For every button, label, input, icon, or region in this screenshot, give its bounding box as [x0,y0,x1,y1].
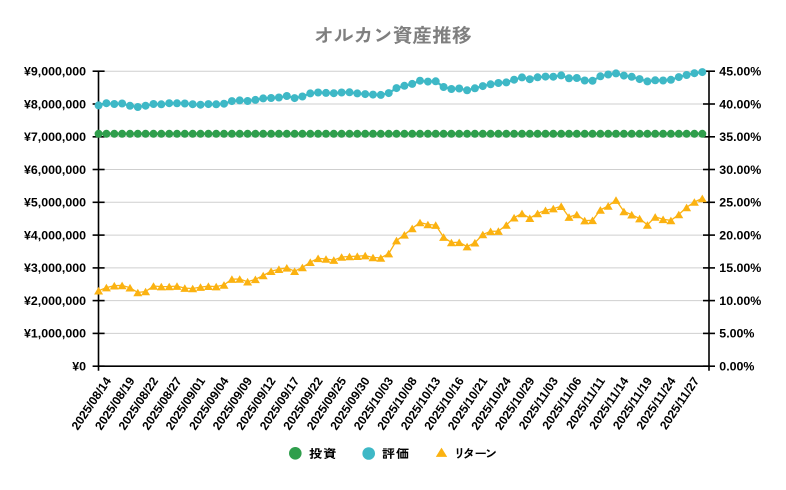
svg-text:40.00%: 40.00% [719,97,761,111]
svg-text:¥7,000,000: ¥7,000,000 [24,130,86,144]
svg-text:¥1,000,000: ¥1,000,000 [24,327,86,341]
svg-text:0.00%: 0.00% [719,360,754,374]
svg-text:¥5,000,000: ¥5,000,000 [24,196,86,210]
svg-text:¥4,000,000: ¥4,000,000 [24,228,86,242]
svg-text:25.00%: 25.00% [719,196,761,210]
svg-text:10.00%: 10.00% [719,294,761,308]
svg-text:30.00%: 30.00% [719,163,761,177]
svg-text:45.00%: 45.00% [719,65,761,79]
svg-text:¥2,000,000: ¥2,000,000 [24,294,86,308]
svg-text:¥8,000,000: ¥8,000,000 [24,97,86,111]
svg-text:15.00%: 15.00% [719,261,761,275]
svg-text:20.00%: 20.00% [719,228,761,242]
svg-text:¥6,000,000: ¥6,000,000 [24,163,86,177]
svg-text:¥3,000,000: ¥3,000,000 [24,261,86,275]
svg-text:35.00%: 35.00% [719,130,761,144]
svg-text:¥9,000,000: ¥9,000,000 [24,65,86,79]
svg-text:¥0: ¥0 [72,360,86,374]
svg-text:5.00%: 5.00% [719,327,754,341]
